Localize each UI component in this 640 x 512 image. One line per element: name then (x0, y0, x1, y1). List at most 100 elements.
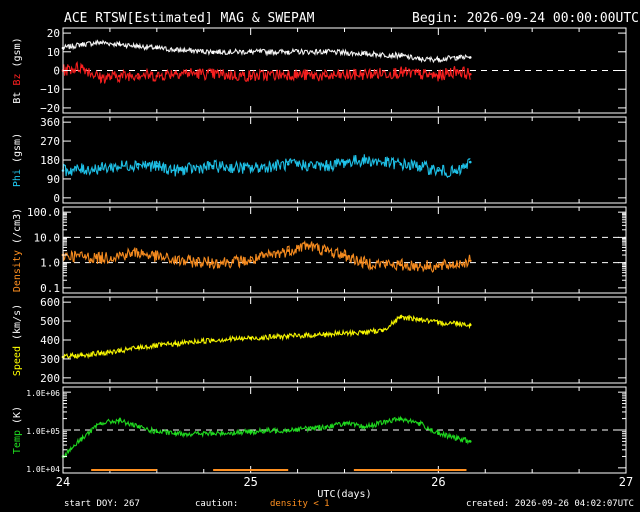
point-temp-2 (99, 422, 102, 425)
point-bz-13 (418, 72, 421, 76)
ytick-label-0-1: −10 (40, 83, 60, 96)
ylabel-part-1-0: Phi (12, 169, 23, 187)
ylabel-part-4-1: (K) (12, 406, 23, 430)
xtick-label-3: 27 (619, 475, 633, 489)
point-density-11 (399, 263, 403, 267)
point-density-9 (343, 253, 346, 257)
ylabel-part-0-1: Bz (12, 74, 23, 92)
point-bz-15 (455, 69, 459, 72)
point-bt-1 (80, 43, 84, 46)
begin-time: Begin: 2026-09-24 00:00:00UTC (412, 11, 639, 26)
point-speed-5 (174, 342, 177, 346)
ytick-label-2-0: 0.1 (40, 282, 60, 295)
ylabel-part-3-0: Speed (12, 346, 23, 376)
ytick-label-1-4: 360 (40, 116, 60, 129)
x-axis-label: UTC(days) (317, 489, 371, 500)
point-bt-4 (136, 44, 140, 48)
point-density-3 (174, 259, 177, 262)
xtick-label-1: 25 (243, 475, 257, 489)
point-bt-15 (455, 56, 459, 59)
point-speed-16 (468, 323, 472, 327)
ylabel-part-1-1: (gsm) (12, 133, 23, 169)
point-bt-7 (211, 50, 215, 54)
series-temp-trace (62, 415, 471, 459)
point-density-1 (99, 256, 102, 260)
point-bz-3 (118, 74, 121, 78)
point-phi-6 (249, 167, 252, 170)
ytick-label-0-3: 10 (47, 46, 60, 59)
point-density-5 (249, 259, 252, 262)
point-speed-9 (324, 333, 328, 336)
point-phi-15 (468, 160, 472, 164)
ytick-label-3-2: 400 (40, 334, 60, 347)
point-bt-12 (399, 54, 403, 57)
point-bt-16 (468, 56, 472, 59)
ytick-label-4-0: 1.0E+04 (26, 465, 60, 474)
point-bt-6 (174, 48, 177, 52)
ylabel-part-0-0: Bt (12, 92, 23, 104)
point-speed-13 (418, 317, 421, 321)
point-speed-11 (380, 329, 384, 332)
point-density-14 (468, 259, 472, 262)
point-temp-3 (118, 419, 121, 422)
point-temp-7 (211, 432, 215, 435)
point-temp-8 (249, 430, 252, 434)
point-temp-6 (174, 432, 177, 435)
point-bt-14 (437, 57, 440, 61)
ylabel-1: Phi (gsm) (12, 133, 23, 187)
point-bt-11 (361, 52, 365, 55)
point-temp-5 (155, 430, 159, 434)
point-bz-5 (155, 74, 159, 78)
point-bt-2 (99, 41, 102, 44)
ytick-label-3-4: 600 (40, 296, 60, 309)
created-time: created: 2026-09-26 04:02:07UTC (466, 499, 634, 509)
point-density-10 (361, 261, 365, 264)
point-density-7 (305, 243, 309, 247)
ylabel-0: Bt Bz (gsm) (12, 37, 23, 103)
panel-1: 0 90 180 270 360 Phi (gsm) (12, 116, 627, 205)
ytick-label-4-1: 1.0E+05 (26, 427, 60, 436)
point-speed-7 (249, 336, 252, 340)
series-density-trace (62, 239, 471, 273)
point-density-8 (324, 249, 328, 252)
point-speed-14 (437, 321, 440, 325)
ytick-label-0-2: 0 (53, 65, 60, 78)
density-caution-note: density < 1 (270, 499, 330, 509)
ylabel-3: Speed (km/s) (12, 304, 23, 376)
point-phi-1 (99, 167, 102, 170)
start-doy: start DOY: 267 (64, 499, 140, 509)
point-bz-14 (437, 74, 440, 78)
ylabel-2: Density (/cm3) (12, 208, 23, 292)
point-density-6 (286, 249, 290, 252)
point-bz-1 (80, 65, 84, 69)
ytick-label-2-2: 10.0 (34, 231, 61, 244)
ylabel-part-0-2: (gsm) (12, 37, 23, 73)
point-phi-10 (361, 158, 365, 162)
xtick-label-2: 26 (431, 475, 445, 489)
point-phi-8 (324, 165, 328, 168)
ytick-label-2-3: 100.0 (27, 206, 60, 219)
ylabel-part-4-0: Temp (12, 430, 23, 454)
point-density-12 (437, 265, 440, 268)
panel-0: −20 −10 0 10 20 Bt Bz (gsm) (12, 27, 627, 115)
point-temp-13 (399, 417, 403, 420)
panel-3: 200 300 400 500 600 Speed (km/s) (12, 296, 627, 385)
ylabel-part-2-0: Density (12, 250, 23, 292)
point-speed-12 (399, 315, 403, 319)
point-temp-17 (468, 440, 472, 443)
xtick-label-0: 24 (56, 475, 70, 489)
point-density-2 (136, 251, 140, 254)
point-speed-6 (211, 338, 215, 342)
point-phi-13 (437, 169, 440, 172)
panel-2: 0.1 1.0 10.0 100.0 Density (/cm3) (12, 206, 627, 295)
point-density-4 (211, 261, 215, 264)
point-bz-7 (211, 72, 215, 76)
point-temp-11 (343, 422, 346, 425)
ytick-label-1-3: 270 (40, 135, 60, 148)
point-speed-10 (361, 331, 365, 334)
ytick-label-0-0: −20 (40, 102, 60, 115)
point-bz-12 (399, 71, 403, 74)
point-phi-11 (399, 162, 403, 166)
ytick-label-2-1: 1.0 (40, 257, 60, 270)
